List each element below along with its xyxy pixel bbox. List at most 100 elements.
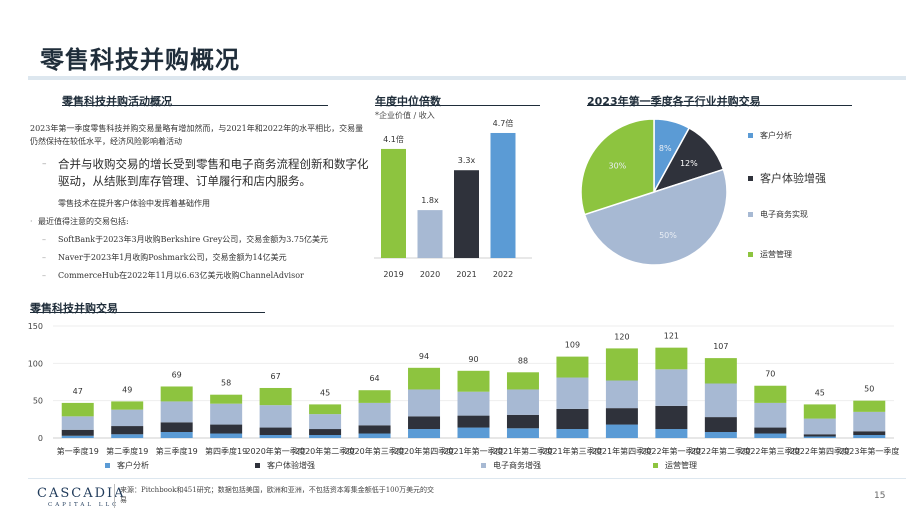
x-tick-label: 2019 (383, 270, 403, 279)
pie-legend-item: 客户体验增强 (748, 171, 878, 185)
bar-segment (605, 348, 638, 381)
bar-segment (111, 426, 144, 435)
total-label: 49 (122, 385, 132, 394)
bar-segment (160, 432, 193, 438)
x-tick-label: 2022年第四季度 (790, 446, 850, 456)
bar-segment (556, 408, 589, 430)
bar-segment (754, 402, 787, 428)
total-label: 64 (369, 374, 379, 383)
bar-segment (457, 427, 490, 438)
x-tick-label: 第三季度19 (156, 446, 198, 456)
bar (381, 148, 406, 258)
pie-legend-item: 电子商务实现 (748, 207, 878, 221)
bar-segment (506, 389, 539, 415)
total-label: 45 (320, 388, 330, 397)
x-tick-label: 2020年第三季度 (344, 446, 404, 456)
slice-label: 12% (680, 159, 698, 168)
total-label: 70 (765, 370, 775, 379)
total-label: 120 (614, 332, 629, 341)
multiples-bar-chart: 4.1倍 2019 1.8x 2020 3.3x 2021 4.7倍 2022 (374, 118, 532, 279)
x-tick-label: 2020年第四季度 (394, 446, 454, 456)
x-tick-label: 2021 (456, 270, 476, 279)
bar-segment (160, 401, 193, 423)
data-label: 4.1倍 (383, 134, 404, 144)
bar-segment (61, 435, 94, 438)
pie-legend: 客户分析 客户体验增强 电子商务实现 运营管理 (748, 128, 878, 261)
bar-segment (358, 402, 391, 426)
bar-segment (259, 405, 292, 428)
x-tick-label: 2022年第二季度 (691, 446, 751, 456)
legend-label: 电子商务实现 (760, 209, 808, 219)
bar-segment (506, 428, 539, 438)
total-label: 94 (419, 352, 429, 361)
deals-stacked-bar-chart: 0 50 100 150 47 第一季度19 49 第二季度19 69 第三季度19 58 第四季度1… (28, 322, 899, 456)
bar-segment (853, 411, 886, 432)
bar-segment (408, 367, 441, 390)
bar-segment (605, 380, 638, 409)
legend-swatch (653, 463, 658, 468)
source-note: 来源：Pitchbook和451研究；数据包括美国，欧洲和亚洲，不包括资本筹集金… (120, 486, 435, 504)
data-label: 4.7倍 (493, 118, 514, 128)
x-tick-label: 2021年第三季度 (542, 446, 602, 456)
total-label: 90 (468, 355, 478, 364)
page-title: 零售科技并购概况 (40, 46, 240, 74)
overview-sub-point: 零售技术在提升客户体验中发挥着基础作用 (58, 199, 210, 208)
legend-label: 运营管理 (665, 461, 697, 470)
bar-segment (309, 435, 342, 438)
bar-segment (210, 403, 243, 425)
bar-segment (61, 429, 94, 436)
pie-legend-item: 客户分析 (748, 128, 878, 142)
bar-segment (556, 356, 589, 378)
bar-segment (605, 408, 638, 425)
overview-text: 2023年第一季度零售科技并购交易量略有增加然而，与2021年和2022年的水平… (30, 122, 370, 282)
bar-segment (803, 404, 836, 419)
data-label: 1.8x (421, 196, 439, 205)
y-tick-label: 100 (28, 359, 43, 368)
x-tick-label: 第一季度19 (57, 446, 99, 456)
pie-slice (580, 118, 655, 216)
bar-segment (704, 432, 737, 438)
pie-chart-title: 2023年第一季度各子行业并购交易 (587, 95, 761, 108)
bar (417, 210, 443, 258)
x-tick-label: 2022年第三季度 (740, 446, 800, 456)
deals-legend-item: 运营管理 (653, 460, 697, 471)
bar-segment (259, 387, 292, 406)
bar-segment (704, 383, 737, 418)
deal-item: Naver于2023年1月收购Poshmark公司，交易金额为14亿美元 (30, 252, 370, 264)
footer-divider (28, 478, 906, 479)
bar-segment (605, 424, 638, 438)
legend-swatch (748, 175, 753, 181)
x-tick-label: 2023年第一季度 (839, 446, 899, 456)
total-label: 47 (73, 387, 83, 396)
footer-separator (114, 484, 115, 508)
total-label: 107 (713, 342, 728, 351)
bar-segment (408, 416, 441, 430)
overview-title: 零售科技并购活动概况 (62, 95, 172, 108)
bar-segment (309, 414, 342, 430)
bar-segment (704, 358, 737, 384)
pie-title-rule (587, 105, 852, 106)
bar-segment (61, 402, 94, 417)
page-number: 15 (874, 491, 886, 501)
x-tick-label: 2021年第一季度 (443, 446, 503, 456)
bar-segment (655, 429, 688, 438)
bar-segment (309, 429, 342, 436)
bar-segment (655, 347, 688, 370)
title-divider (28, 76, 906, 80)
multiples-title-rule (375, 105, 540, 106)
total-label: 69 (172, 370, 182, 379)
bar-segment (111, 434, 144, 438)
x-tick-label: 2022年第一季度 (641, 446, 701, 456)
x-tick-label: 2020 (420, 270, 440, 279)
bar-segment (160, 422, 193, 433)
deals-legend-item: 电子商务增强 (481, 460, 541, 471)
bar-segment (754, 433, 787, 438)
total-label: 58 (221, 379, 231, 388)
bar-segment (309, 404, 342, 415)
legend-swatch (748, 211, 753, 217)
bar-segment (457, 391, 490, 416)
x-tick-label: 2022 (493, 270, 513, 279)
bar-segment (803, 418, 836, 435)
x-tick-label: 2021年第二季度 (493, 446, 553, 456)
slice-label: 50% (659, 231, 677, 240)
